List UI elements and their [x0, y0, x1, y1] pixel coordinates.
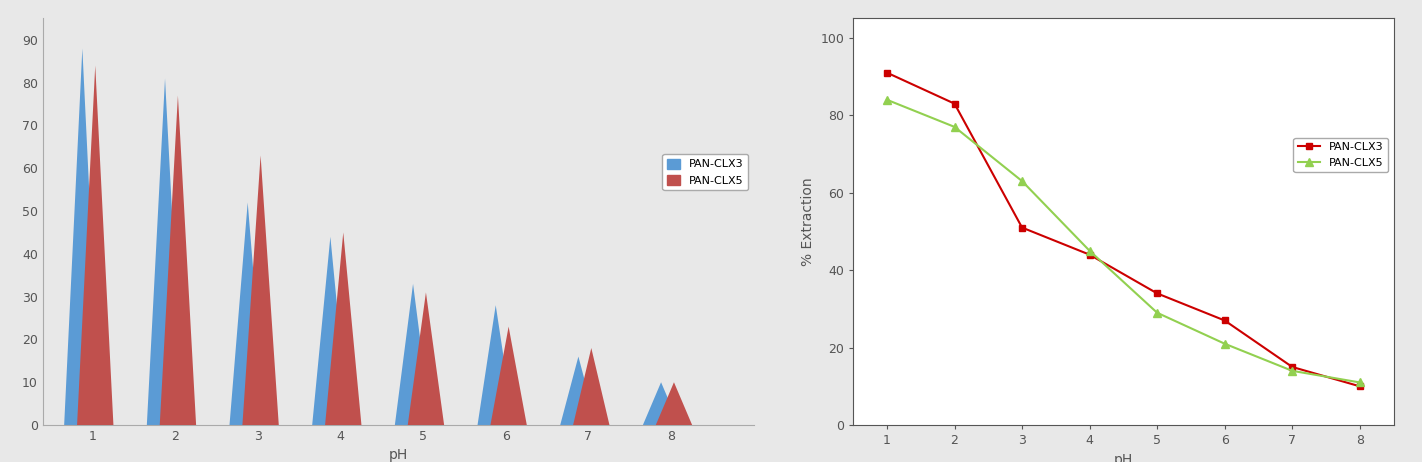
PAN-CLX3 — [1081, 252, 1098, 257]
Polygon shape — [326, 232, 361, 425]
Polygon shape — [573, 348, 610, 425]
PAN-CLX5 — [946, 124, 963, 130]
Polygon shape — [313, 237, 348, 425]
Line: PAN-CLX5: PAN-CLX5 — [883, 96, 1364, 387]
Polygon shape — [64, 49, 101, 425]
PAN-CLX3 — [946, 101, 963, 106]
PAN-CLX5 — [1216, 341, 1233, 346]
X-axis label: pH: pH — [388, 449, 408, 462]
PAN-CLX5 — [1284, 368, 1301, 374]
Legend: PAN-CLX3, PAN-CLX5: PAN-CLX3, PAN-CLX5 — [1294, 138, 1388, 172]
Polygon shape — [643, 382, 680, 425]
PAN-CLX3 — [1216, 318, 1233, 323]
Polygon shape — [560, 357, 597, 425]
PAN-CLX3 — [879, 70, 896, 75]
Polygon shape — [408, 292, 444, 425]
PAN-CLX3 — [1014, 225, 1031, 231]
Polygon shape — [77, 66, 114, 425]
Polygon shape — [478, 305, 513, 425]
Legend: PAN-CLX3, PAN-CLX5: PAN-CLX3, PAN-CLX5 — [663, 154, 748, 190]
PAN-CLX5 — [879, 97, 896, 103]
PAN-CLX3 — [1284, 364, 1301, 370]
Polygon shape — [491, 327, 526, 425]
PAN-CLX5 — [1014, 178, 1031, 184]
Polygon shape — [395, 284, 431, 425]
PAN-CLX5 — [1081, 248, 1098, 254]
PAN-CLX3 — [1149, 291, 1166, 296]
Polygon shape — [159, 96, 196, 425]
Polygon shape — [229, 202, 266, 425]
X-axis label: pH: pH — [1113, 453, 1133, 462]
Line: PAN-CLX3: PAN-CLX3 — [883, 69, 1364, 390]
PAN-CLX3 — [1351, 383, 1368, 389]
PAN-CLX5 — [1351, 380, 1368, 385]
PAN-CLX5 — [1149, 310, 1166, 316]
Polygon shape — [146, 79, 183, 425]
Y-axis label: % Extraction: % Extraction — [801, 177, 815, 266]
Polygon shape — [242, 155, 279, 425]
Polygon shape — [656, 382, 693, 425]
